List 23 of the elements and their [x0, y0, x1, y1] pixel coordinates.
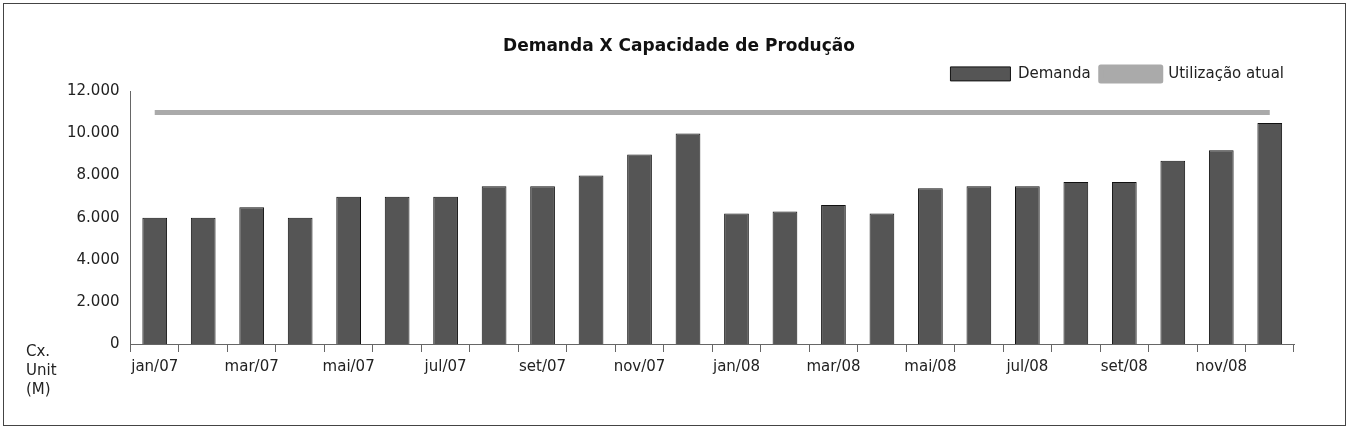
legend-label: Utilização atual — [1168, 63, 1285, 82]
x-tick-label: mai/07 — [322, 356, 375, 375]
x-tick-label: jan/07 — [130, 356, 179, 375]
x-tick-label: jan/08 — [711, 356, 760, 375]
x-tick-label: set/07 — [519, 356, 567, 375]
y-tick-label: 8.000 — [76, 165, 120, 184]
x-tick-label: jul/07 — [423, 356, 467, 375]
x-tick-label: mai/08 — [904, 356, 957, 375]
x-tick-label: jul/08 — [1005, 356, 1049, 375]
x-tick-label: set/08 — [1100, 356, 1148, 375]
y-tick-label: 12.000 — [66, 81, 120, 100]
y-tick-label: 4.000 — [76, 249, 120, 268]
chart-title: Demanda X Capacidade de Produção — [503, 34, 855, 55]
y-tick-label: 0 — [109, 333, 120, 352]
x-tick-label: nov/08 — [1195, 356, 1248, 375]
legend-label: Demanda — [1017, 63, 1091, 82]
y-tick-label: 2.000 — [76, 291, 120, 310]
x-tick-label: nov/07 — [613, 356, 666, 375]
x-tick-label: mar/08 — [806, 356, 861, 375]
y-tick-label: 6.000 — [76, 207, 120, 226]
y-axis-title: Cx. Unit (M) — [26, 342, 58, 399]
y-tick-label: 10.000 — [66, 123, 120, 142]
x-tick-label: mar/07 — [224, 356, 279, 375]
